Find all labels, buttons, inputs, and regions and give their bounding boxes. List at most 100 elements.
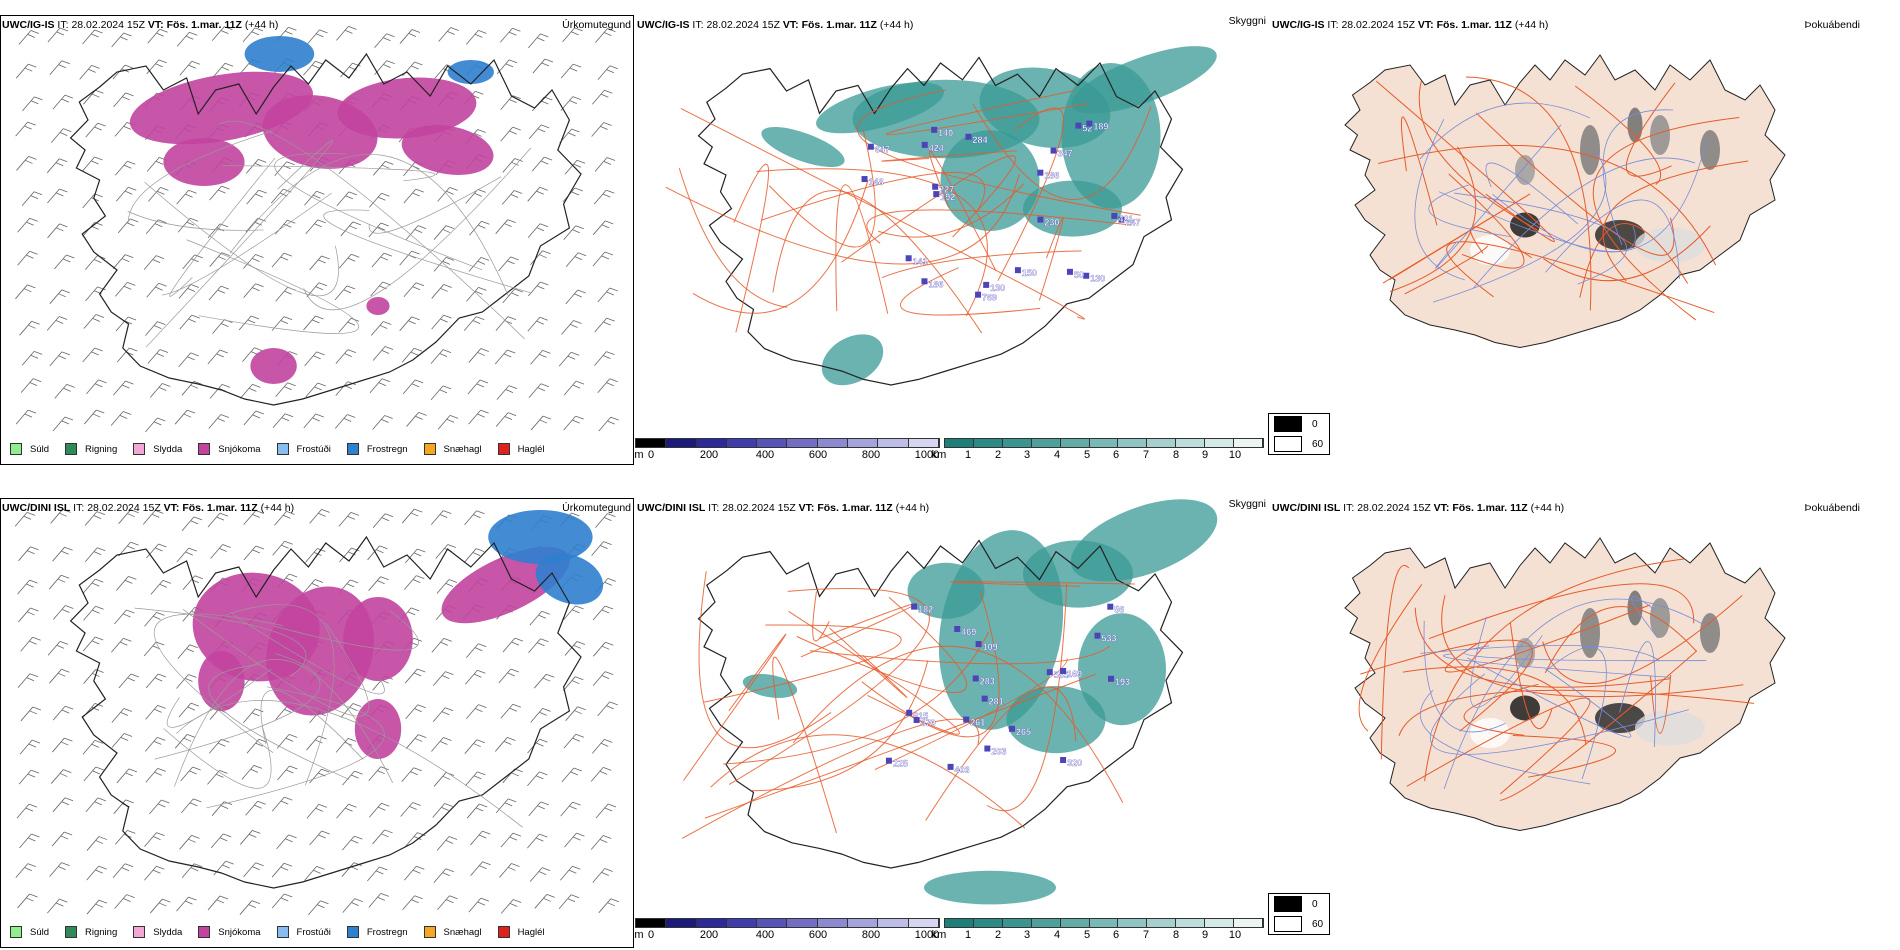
ceiling-marker	[1046, 669, 1053, 676]
wind-barb	[274, 219, 296, 235]
wind-barb	[430, 385, 452, 401]
ceiling-label: 230	[1044, 218, 1059, 228]
wind-barb	[597, 701, 618, 717]
wind-barb	[271, 252, 293, 268]
road	[1428, 583, 1695, 640]
wind-barb	[307, 29, 328, 45]
wind-barb	[560, 96, 581, 111]
wind-barb	[500, 27, 521, 43]
fog-land	[1344, 54, 1786, 349]
road	[169, 157, 276, 297]
wind-barb	[401, 508, 423, 524]
wind-barb	[83, 89, 104, 105]
road	[208, 664, 350, 780]
wind-barb	[52, 797, 74, 813]
wind-barb	[338, 317, 360, 333]
swatch	[198, 443, 211, 455]
river	[1631, 596, 1659, 639]
wind-barb	[208, 414, 229, 429]
road	[1398, 689, 1755, 736]
wind-barb	[144, 611, 165, 627]
ceiling-label: 347	[1058, 149, 1073, 159]
ceiling-marker	[1111, 212, 1118, 219]
wind-barb	[15, 63, 37, 79]
wind-barb	[21, 191, 43, 207]
road	[1389, 146, 1477, 292]
wind-barb	[403, 575, 425, 590]
wind-barb	[52, 737, 73, 753]
wind-barb	[495, 219, 516, 234]
ceiling-marker	[1094, 632, 1101, 639]
wind-barb	[468, 409, 489, 425]
wind-barb	[562, 27, 583, 43]
wind-barb	[309, 768, 330, 784]
swatch	[423, 443, 436, 455]
wind-barb	[465, 188, 486, 204]
precip-map	[14, 508, 619, 916]
weather-area	[535, 553, 604, 605]
wind-barb	[304, 190, 325, 206]
swatch	[198, 926, 211, 938]
river	[1435, 124, 1562, 269]
wind-barb	[495, 737, 516, 752]
river	[1485, 162, 1578, 225]
road	[1463, 683, 1539, 736]
precip-legend: Súld Rigning Slydda Snjókoma Frostúði Fr…	[2, 919, 553, 945]
wind-barb	[433, 671, 454, 686]
wind-barb	[466, 803, 488, 819]
wind-barb	[303, 413, 324, 429]
wind-barb	[403, 282, 425, 298]
wind-barb	[499, 863, 520, 878]
road	[796, 596, 967, 694]
ceiling-marker	[1066, 268, 1073, 275]
swatch	[276, 926, 289, 938]
swatch	[10, 443, 22, 455]
wind-barb	[86, 899, 108, 915]
road	[1499, 650, 1698, 801]
road	[1475, 112, 1675, 256]
road	[680, 107, 1085, 320]
wind-barb	[147, 349, 169, 364]
wind-barb	[52, 705, 74, 721]
fog-map	[1344, 537, 1786, 832]
ceiling-marker	[1060, 757, 1067, 764]
variable-name: Þokuábendi	[1804, 19, 1860, 31]
variable-name: Skyggni	[1228, 15, 1266, 27]
ceiling-marker	[984, 745, 991, 752]
ceiling-marker	[921, 141, 928, 148]
wind-barb	[563, 380, 585, 396]
wind-barb	[590, 767, 612, 782]
ceiling-label: 469	[961, 627, 976, 637]
wind-barb	[210, 833, 232, 849]
road	[878, 183, 1025, 238]
wind-barb	[272, 413, 294, 429]
road	[231, 613, 385, 695]
wind-barb	[209, 185, 230, 201]
ceiling-marker	[965, 133, 972, 140]
road	[1574, 85, 1661, 185]
river	[1429, 673, 1689, 755]
wind-barb	[49, 351, 70, 367]
wind-barb	[405, 734, 427, 749]
wind-barb	[243, 708, 264, 724]
wind-barb	[436, 836, 458, 851]
wind-barb	[118, 673, 140, 689]
wind-barb	[148, 186, 169, 202]
map-frame	[0, 15, 634, 465]
river	[1438, 191, 1636, 252]
wind-barb	[370, 281, 391, 297]
wind-barb	[437, 895, 458, 910]
ceiling-label: 193	[1115, 677, 1130, 687]
fog-area	[1700, 130, 1720, 170]
wind-barb	[468, 257, 490, 272]
wind-barb	[469, 220, 490, 236]
wind-barb	[593, 189, 615, 205]
ceiling-marker	[867, 143, 874, 150]
road	[1382, 193, 1531, 284]
wind-barb	[463, 548, 485, 563]
wind-barb	[560, 63, 582, 79]
wind-barb	[594, 351, 615, 366]
wind-barb	[85, 797, 106, 813]
road	[1400, 116, 1438, 226]
wind-barb	[405, 704, 426, 720]
